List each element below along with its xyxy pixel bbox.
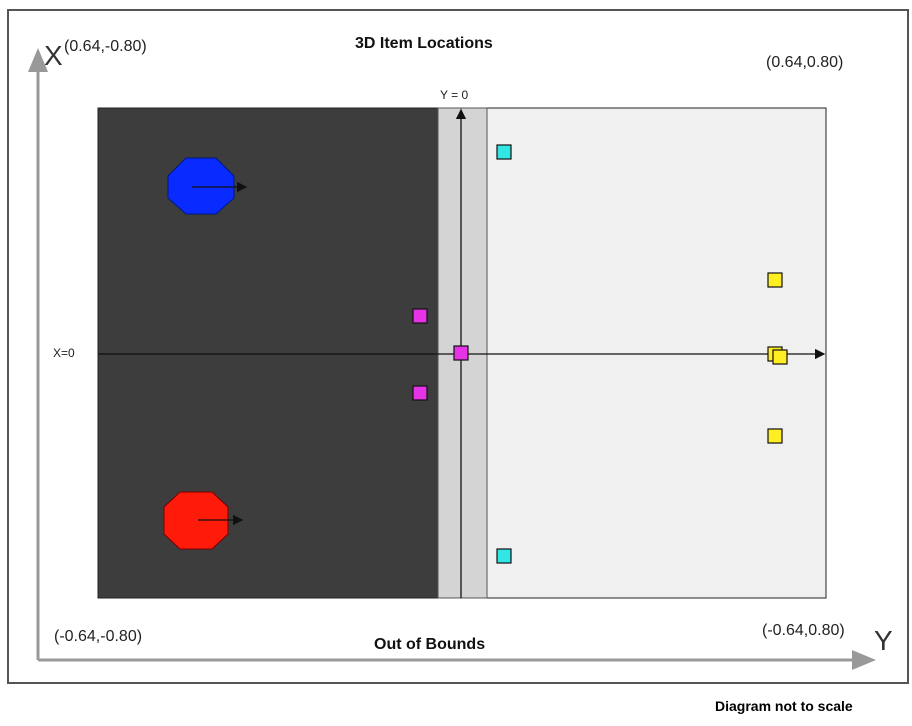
- magenta-item-lower: [412, 385, 428, 401]
- y-axis-arrowhead: [852, 650, 876, 670]
- yellow-item-upper: [767, 272, 783, 288]
- y-zero-label: Y = 0: [440, 88, 469, 102]
- blue-robot-body: [167, 157, 235, 215]
- items-layer: [412, 144, 788, 564]
- cyan-item-top: [496, 144, 512, 160]
- corner-top-left: (0.64,-0.80): [64, 38, 147, 55]
- x-axis-letter: X: [44, 40, 63, 71]
- diagram-title: 3D Item Locations: [355, 35, 493, 52]
- yellow-item-lower: [767, 428, 783, 444]
- x-zero-label: X=0: [53, 346, 75, 360]
- magenta-item-center: [453, 345, 469, 361]
- cyan-item-bottom: [496, 548, 512, 564]
- out-of-bounds-label: Out of Bounds: [374, 636, 486, 653]
- light-zone: [437, 107, 827, 599]
- corner-bottom-right: (-0.64,0.80): [762, 622, 845, 639]
- yellow-item-center-b: [772, 349, 788, 365]
- red-robot: [163, 491, 244, 550]
- dark-zone: [97, 107, 439, 599]
- footer-note: Diagram not to scale: [715, 698, 853, 714]
- corner-top-right: (0.64,0.80): [766, 54, 844, 71]
- magenta-item-upper: [412, 308, 428, 324]
- blue-robot: [167, 157, 248, 215]
- red-robot-body: [163, 491, 229, 550]
- corner-bottom-left: (-0.64,-0.80): [54, 628, 143, 645]
- x-axis-arrowhead: [28, 48, 48, 72]
- y-axis-letter: Y: [874, 625, 893, 656]
